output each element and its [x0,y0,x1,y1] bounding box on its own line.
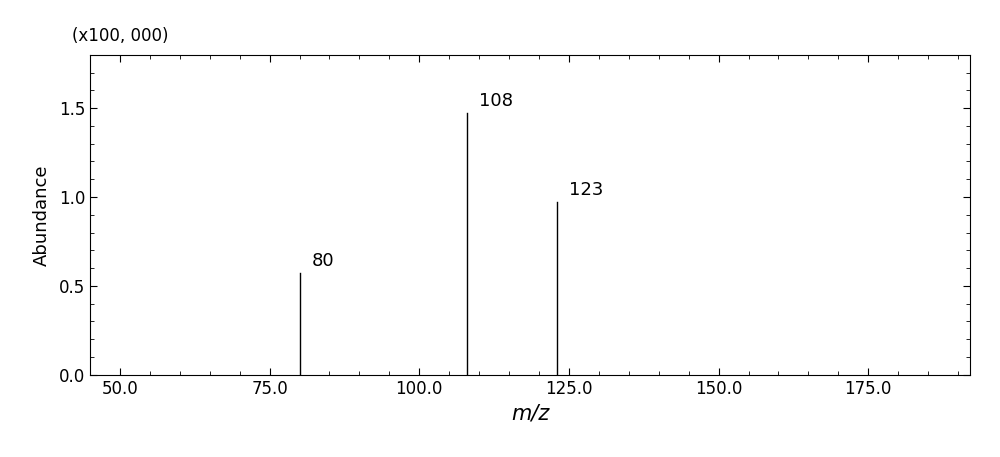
Y-axis label: Abundance: Abundance [32,164,50,266]
Text: 108: 108 [479,92,513,110]
Text: (x100, 000): (x100, 000) [72,27,169,45]
Text: 123: 123 [569,181,603,199]
X-axis label: m/z: m/z [511,403,549,423]
Text: 80: 80 [311,252,334,270]
